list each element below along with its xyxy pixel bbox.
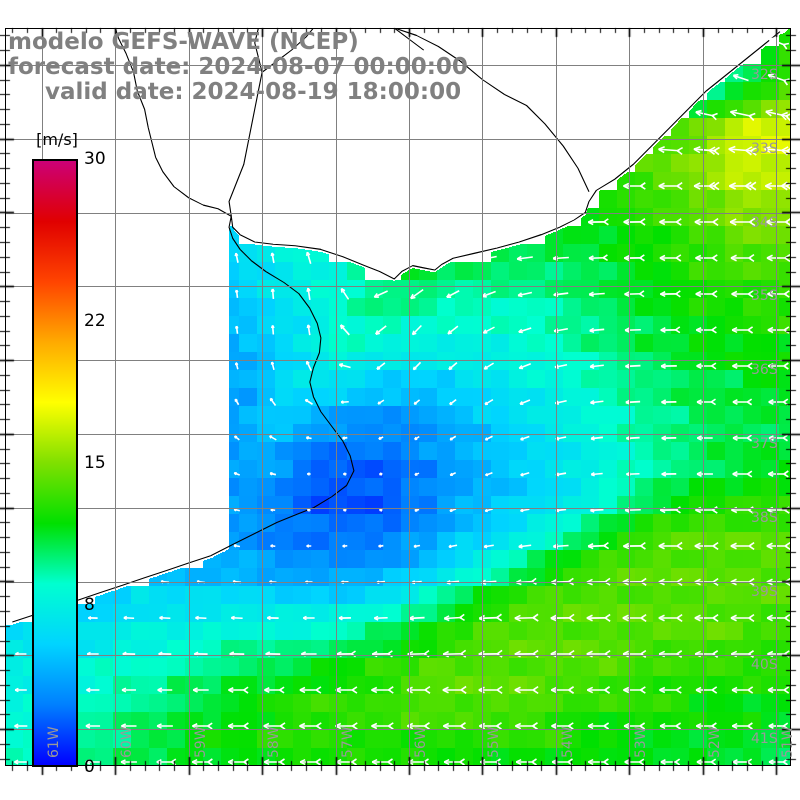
colorbar-tick-8: 8: [84, 594, 95, 615]
longitude-label-60W: 60W: [119, 726, 136, 758]
latitude-label-39S: 39S: [751, 583, 778, 600]
model-title: modelo GEFS-WAVE (NCEP): [8, 29, 359, 55]
latitude-label-36S: 36S: [751, 362, 778, 379]
longitude-label-61W: 61W: [45, 726, 62, 758]
forecast-date-title: forecast date: 2024-08-07 00:00:00: [8, 54, 468, 80]
map-plot-area[interactable]: [5, 28, 791, 766]
longitude-label-51W: 51W: [780, 726, 797, 758]
longitude-label-58W: 58W: [266, 726, 283, 758]
valid-date-title: valid date: 2024-08-19 18:00:00: [45, 79, 462, 105]
latitude-label-34S: 34S: [751, 214, 778, 231]
colorbar-tick-15: 15: [84, 453, 106, 473]
latitude-label-40S: 40S: [751, 657, 778, 674]
colorbar-tick-30: 30: [84, 149, 106, 169]
figure-title-block: modelo GEFS-WAVE (NCEP) forecast date: 2…: [0, 30, 520, 105]
latitude-label-41S: 41S: [751, 731, 778, 748]
latitude-label-32S: 32S: [751, 66, 778, 83]
colorbar-gradient: [32, 159, 78, 767]
colorbar-tick-22: 22: [84, 311, 106, 332]
latitude-label-35S: 35S: [751, 288, 778, 305]
longitude-label-52W: 52W: [706, 726, 723, 758]
longitude-label-59W: 59W: [192, 726, 209, 758]
longitude-label-53W: 53W: [633, 726, 650, 758]
colorbar[interactable]: [32, 159, 78, 767]
latitude-label-33S: 33S: [751, 140, 778, 157]
colorbar-unit-label: [m/s]: [36, 130, 78, 149]
colorbar-tick-0: 0: [84, 757, 95, 777]
latitude-label-37S: 37S: [751, 435, 778, 452]
longitude-label-57W: 57W: [339, 726, 356, 758]
longitude-label-56W: 56W: [413, 726, 430, 758]
latitude-label-38S: 38S: [751, 509, 778, 526]
graticule-grid-layer: [5, 28, 791, 766]
longitude-label-55W: 55W: [486, 726, 503, 758]
longitude-label-54W: 54W: [559, 726, 576, 758]
